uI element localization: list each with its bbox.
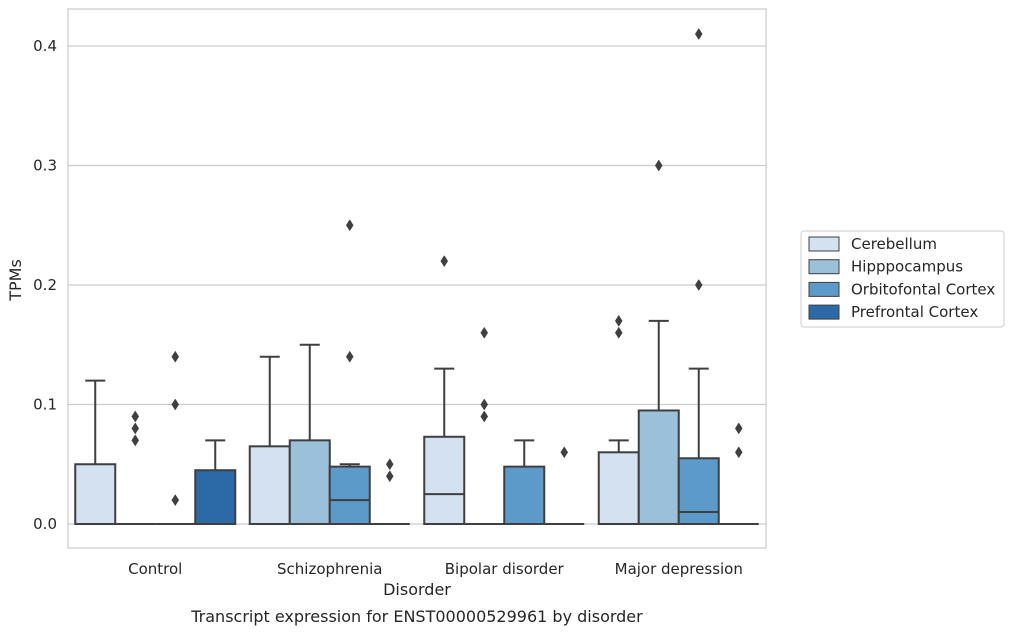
outlier-point: [560, 446, 569, 459]
box: [423, 435, 466, 526]
x-tick-labels: Control Schizophrenia Bipolar disorder Majo…: [128, 560, 743, 578]
x-tick-label: Schizophrenia: [277, 560, 382, 578]
legend-label: Cerebellum: [851, 235, 937, 253]
box: [677, 457, 720, 525]
y-tick-label: 0.1: [33, 396, 57, 414]
legend: Cerebellum Hipppocampus Orbitofontal Corte…: [800, 230, 1005, 328]
outlier-point: [345, 219, 354, 232]
y-tick-label: 0.3: [33, 157, 57, 175]
outlier-point: [614, 326, 623, 339]
x-tick-label: Bipolar disorder: [445, 560, 565, 578]
outlier-point: [480, 326, 489, 339]
box-groups: [74, 28, 759, 526]
x-tick-label: Control: [128, 560, 182, 578]
outlier-point: [345, 350, 354, 363]
outlier-point: [171, 350, 180, 363]
category-group: [597, 28, 759, 526]
legend-label: Hipppocampus: [851, 258, 963, 276]
plot-frame: [67, 8, 767, 549]
outlier-point: [654, 159, 663, 172]
outlier-point: [480, 410, 489, 423]
y-axis-label: TPMs: [6, 259, 25, 302]
outlier-point: [131, 422, 140, 435]
legend-label: Orbitofontal Cortex: [851, 280, 995, 298]
box: [637, 409, 680, 526]
outlier-point: [694, 28, 703, 41]
outlier-point: [171, 398, 180, 411]
outlier-point: [131, 434, 140, 447]
y-tick-label: 0.0: [33, 515, 57, 533]
legend-frame: [800, 230, 1005, 328]
box: [194, 469, 237, 526]
category-group: [423, 255, 585, 526]
outlier-point: [614, 314, 623, 327]
x-tick-label: Major depression: [615, 560, 743, 578]
chart-caption: Transcript expression for ENST0000052996…: [190, 607, 643, 626]
box: [597, 451, 640, 525]
legend-swatch: [808, 259, 840, 275]
legend-swatch: [808, 304, 840, 320]
y-tick-labels: 0.0 0.1 0.2 0.3 0.4: [33, 37, 57, 533]
box: [288, 439, 331, 526]
box: [248, 445, 291, 526]
legend-swatch: [808, 236, 840, 252]
y-tick-label: 0.4: [33, 37, 57, 55]
outlier-point: [440, 255, 449, 268]
x-axis-label: Disorder: [383, 580, 451, 599]
y-tick-label: 0.2: [33, 276, 57, 294]
outlier-point: [385, 458, 394, 471]
legend-swatch: [808, 281, 840, 297]
category-group: [74, 350, 237, 526]
category-group: [248, 219, 410, 526]
box: [328, 465, 371, 526]
outlier-point: [694, 279, 703, 291]
box: [74, 463, 117, 525]
outlier-point: [480, 398, 489, 411]
outlier-point: [131, 410, 140, 423]
box: [503, 465, 546, 526]
outlier-point: [734, 446, 743, 459]
legend-label: Prefrontal Cortex: [851, 303, 978, 321]
outlier-point: [385, 470, 394, 483]
outlier-point: [171, 494, 180, 507]
outlier-point: [734, 422, 743, 435]
